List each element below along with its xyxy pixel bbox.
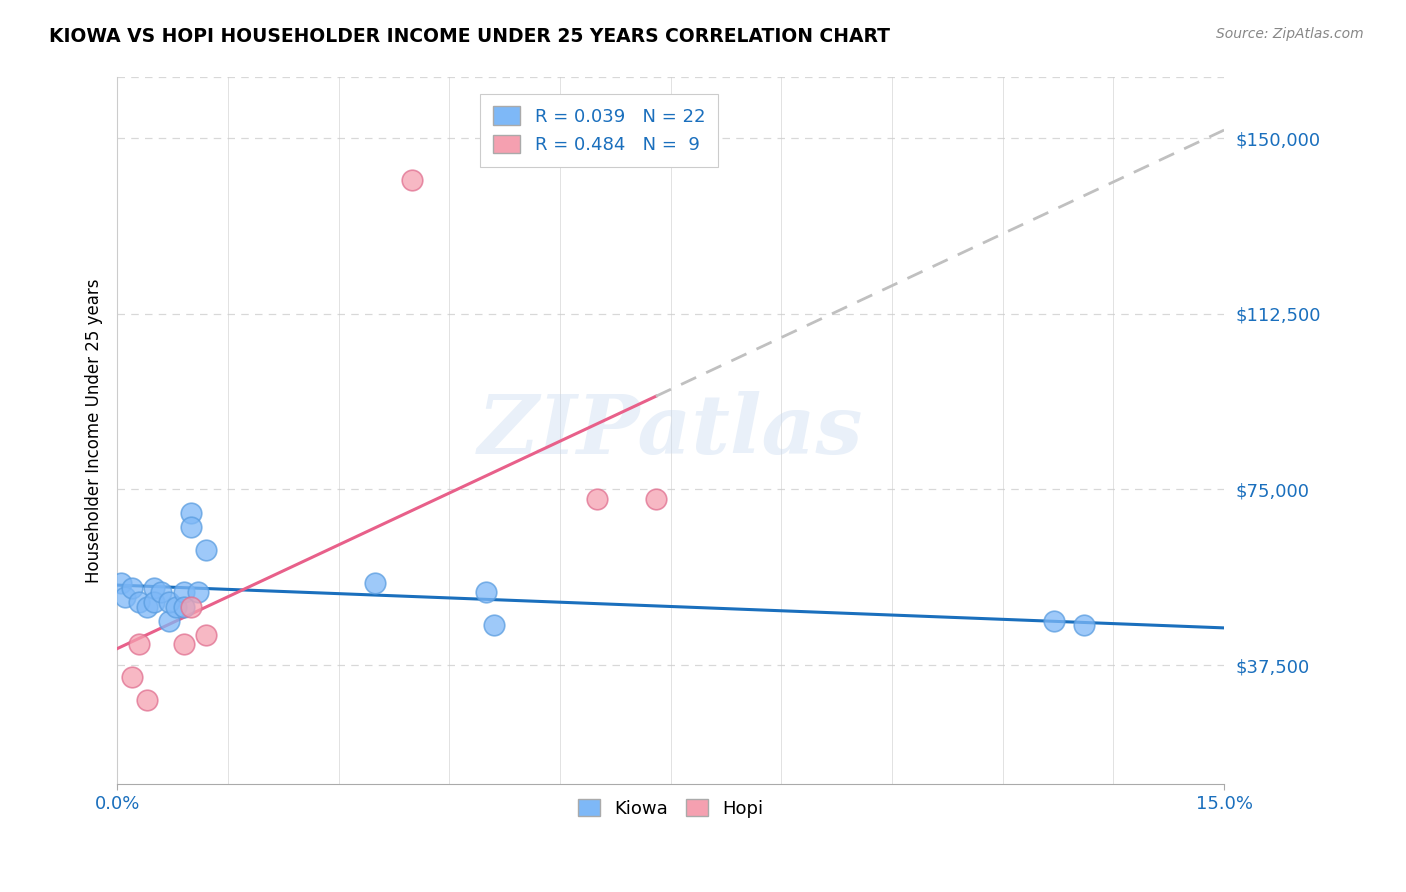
Point: [187, 585, 209, 599]
Point: [110, 576, 132, 591]
Point: [475, 585, 498, 599]
Point: [180, 506, 202, 520]
Point: [128, 637, 150, 651]
Point: [1073, 618, 1095, 632]
Point: [135, 599, 157, 614]
Legend: Kiowa, Hopi: Kiowa, Hopi: [571, 792, 770, 825]
Point: [114, 590, 136, 604]
Point: [150, 585, 173, 599]
Point: [121, 670, 143, 684]
Point: [482, 618, 505, 632]
Point: [165, 599, 187, 614]
Point: [157, 614, 180, 628]
Point: [180, 599, 202, 614]
Point: [173, 637, 195, 651]
Text: Source: ZipAtlas.com: Source: ZipAtlas.com: [1216, 27, 1364, 41]
Point: [173, 599, 195, 614]
Point: [194, 627, 217, 641]
Point: [143, 581, 166, 595]
Point: [173, 585, 195, 599]
Point: [121, 581, 143, 595]
Point: [644, 491, 666, 506]
Point: [180, 520, 202, 534]
Point: [194, 543, 217, 558]
Point: [135, 693, 157, 707]
Point: [1043, 614, 1066, 628]
Point: [364, 576, 387, 591]
Point: [157, 595, 180, 609]
Point: [585, 491, 607, 506]
Point: [143, 595, 166, 609]
Text: KIOWA VS HOPI HOUSEHOLDER INCOME UNDER 25 YEARS CORRELATION CHART: KIOWA VS HOPI HOUSEHOLDER INCOME UNDER 2…: [49, 27, 890, 45]
Text: ZIPatlas: ZIPatlas: [478, 391, 863, 471]
Y-axis label: Householder Income Under 25 years: Householder Income Under 25 years: [86, 278, 103, 583]
Point: [401, 173, 423, 187]
Point: [128, 595, 150, 609]
